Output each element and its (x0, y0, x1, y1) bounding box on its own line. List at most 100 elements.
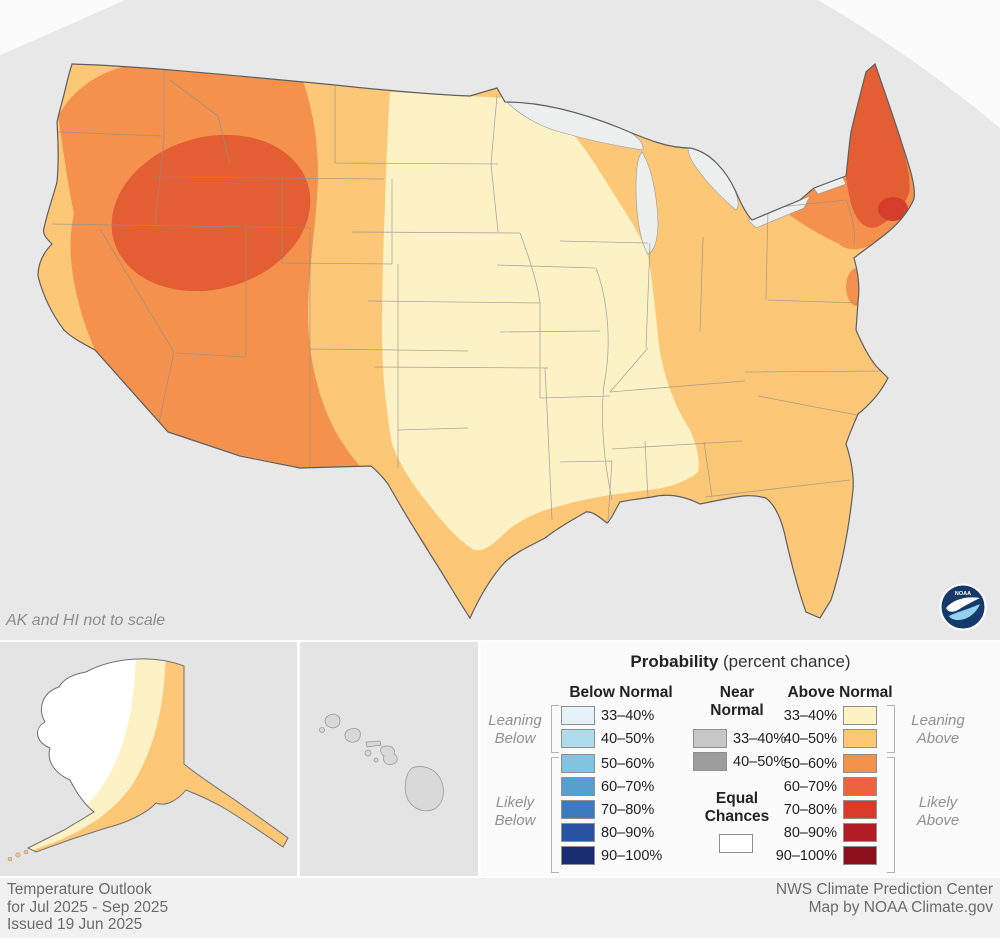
legend-row-label: 90–100% (601, 847, 663, 864)
legend-title: Probability (percent chance) (481, 652, 1000, 672)
likely-below-bracket (551, 757, 559, 873)
legend-row-label: 70–80% (601, 801, 655, 818)
below-normal-rows: 33–40% 40–50% 50–60% 60–70% 70–80% 80–90… (561, 706, 662, 869)
hawaii-map (319, 713, 444, 812)
color-swatch (843, 823, 877, 842)
hawaii-inset-panel (300, 642, 478, 876)
legend-row: 40–50% (693, 752, 786, 771)
legend-row-label: 60–70% (783, 778, 837, 795)
probability-legend: Probability (percent chance) Below Norma… (481, 642, 1000, 876)
aleutian-islands (7, 849, 29, 862)
island-niihau (319, 727, 325, 733)
legend-row: 90–100% (561, 846, 662, 865)
outlook-title: Temperature Outlook (7, 881, 152, 898)
likely-below-label: Likely Below (494, 794, 536, 829)
island-molokai (365, 740, 382, 748)
noaa-gull-icon (946, 597, 980, 612)
hawaii-islands (319, 713, 444, 812)
noaa-logo-text: NOAA (955, 591, 971, 597)
legend-row-label: 40–50% (601, 730, 655, 747)
above-normal-rows: 33–40% 40–50% 50–60% 60–70% 70–80% 80–90… (773, 706, 877, 869)
footer-right: NWS Climate Prediction Center Map by NOA… (776, 881, 993, 917)
noaa-wave-icon (949, 604, 980, 621)
legend-row: 33–40% (773, 706, 877, 725)
alaska-map (7, 658, 289, 862)
likely-above-label: Likely Above (916, 794, 960, 829)
legend-row-label: 60–70% (601, 778, 655, 795)
legend-row: 33–40% (693, 729, 786, 748)
legend-row: 40–50% (773, 729, 877, 748)
color-swatch (561, 729, 595, 748)
legend-row: 70–80% (561, 800, 662, 819)
color-swatch (843, 706, 877, 725)
below-normal-header: Below Normal (569, 684, 673, 701)
legend-row: 60–70% (561, 777, 662, 796)
ocean-wedge-topright (818, 0, 1000, 128)
near-normal-rows: 33–40% 40–50% (693, 729, 786, 775)
state-borders (51, 66, 885, 521)
color-swatch (843, 846, 877, 865)
color-swatch (843, 800, 877, 819)
region-60-70-newengland (844, 65, 910, 228)
island-hawaii (404, 766, 444, 812)
legend-row: 50–60% (561, 754, 662, 773)
color-swatch (843, 729, 877, 748)
ocean-wedge-topleft (0, 0, 125, 55)
color-swatch (693, 752, 727, 771)
equal-chances-label: Equal Chances (704, 790, 770, 825)
legend-row-label: 50–60% (601, 755, 655, 772)
leaning-above-bracket (887, 705, 895, 753)
conus-map-area: AK and HI not to scale NOAA (0, 0, 1000, 632)
legend-row-label: 90–100% (775, 847, 837, 864)
legend-row-label: 33–40% (733, 730, 787, 747)
color-swatch (561, 706, 595, 725)
alaska-outline (26, 658, 289, 853)
color-swatch (561, 754, 595, 773)
island-oahu (344, 728, 361, 743)
equal-chances-swatch (719, 834, 753, 853)
legend-row-label: 40–50% (733, 753, 787, 770)
scale-note: AK and HI not to scale (6, 612, 166, 629)
leaning-above-label: Leaning Above (911, 712, 965, 747)
legend-row: 70–80% (773, 800, 877, 819)
legend-row: 40–50% (561, 729, 662, 748)
footer: Temperature Outlook for Jul 2025 - Sep 2… (0, 878, 1000, 938)
insets-row: Probability (percent chance) Below Norma… (0, 640, 1000, 878)
color-swatch (561, 823, 595, 842)
noaa-logo-graphic: NOAA (939, 583, 987, 631)
island-lanai (364, 749, 372, 757)
alaska-inset-panel (0, 642, 297, 876)
region-70-80-sne (878, 197, 908, 221)
legend-row-label: 40–50% (783, 730, 837, 747)
noaa-logo: NOAA (938, 582, 988, 632)
legend-row-label: 50–60% (783, 755, 837, 772)
legend-row-label: 33–40% (783, 707, 837, 724)
color-swatch (561, 800, 595, 819)
island-kahoolawe (373, 757, 379, 763)
footer-left: Temperature Outlook for Jul 2025 - Sep 2… (7, 881, 168, 934)
color-swatch (561, 846, 595, 865)
likely-above-bracket (887, 757, 895, 873)
legend-row: 80–90% (773, 823, 877, 842)
outlook-issued: Issued 19 Jun 2025 (7, 916, 143, 933)
credit-cpc: NWS Climate Prediction Center (775, 881, 993, 898)
legend-row: 50–60% (773, 754, 877, 773)
region-60-70-greatbasin (111, 134, 311, 292)
legend-row-label: 33–40% (601, 707, 655, 724)
leaning-below-bracket (551, 705, 559, 753)
legend-row-label: 80–90% (783, 824, 837, 841)
us-outline (37, 62, 915, 620)
legend-row: 33–40% (561, 706, 662, 725)
near-normal-header: Near Normal (710, 684, 764, 719)
island-maui (380, 745, 398, 765)
outlook-period: for Jul 2025 - Sep 2025 (7, 898, 169, 916)
color-swatch (843, 754, 877, 773)
us-probability-map (0, 0, 1000, 620)
island-kauai (324, 713, 341, 729)
legend-row: 90–100% (773, 846, 877, 865)
legend-row: 80–90% (561, 823, 662, 842)
above-normal-header: Above Normal (787, 684, 893, 701)
legend-title-main: Probability (630, 652, 719, 671)
color-swatch (843, 777, 877, 796)
color-swatch (693, 729, 727, 748)
